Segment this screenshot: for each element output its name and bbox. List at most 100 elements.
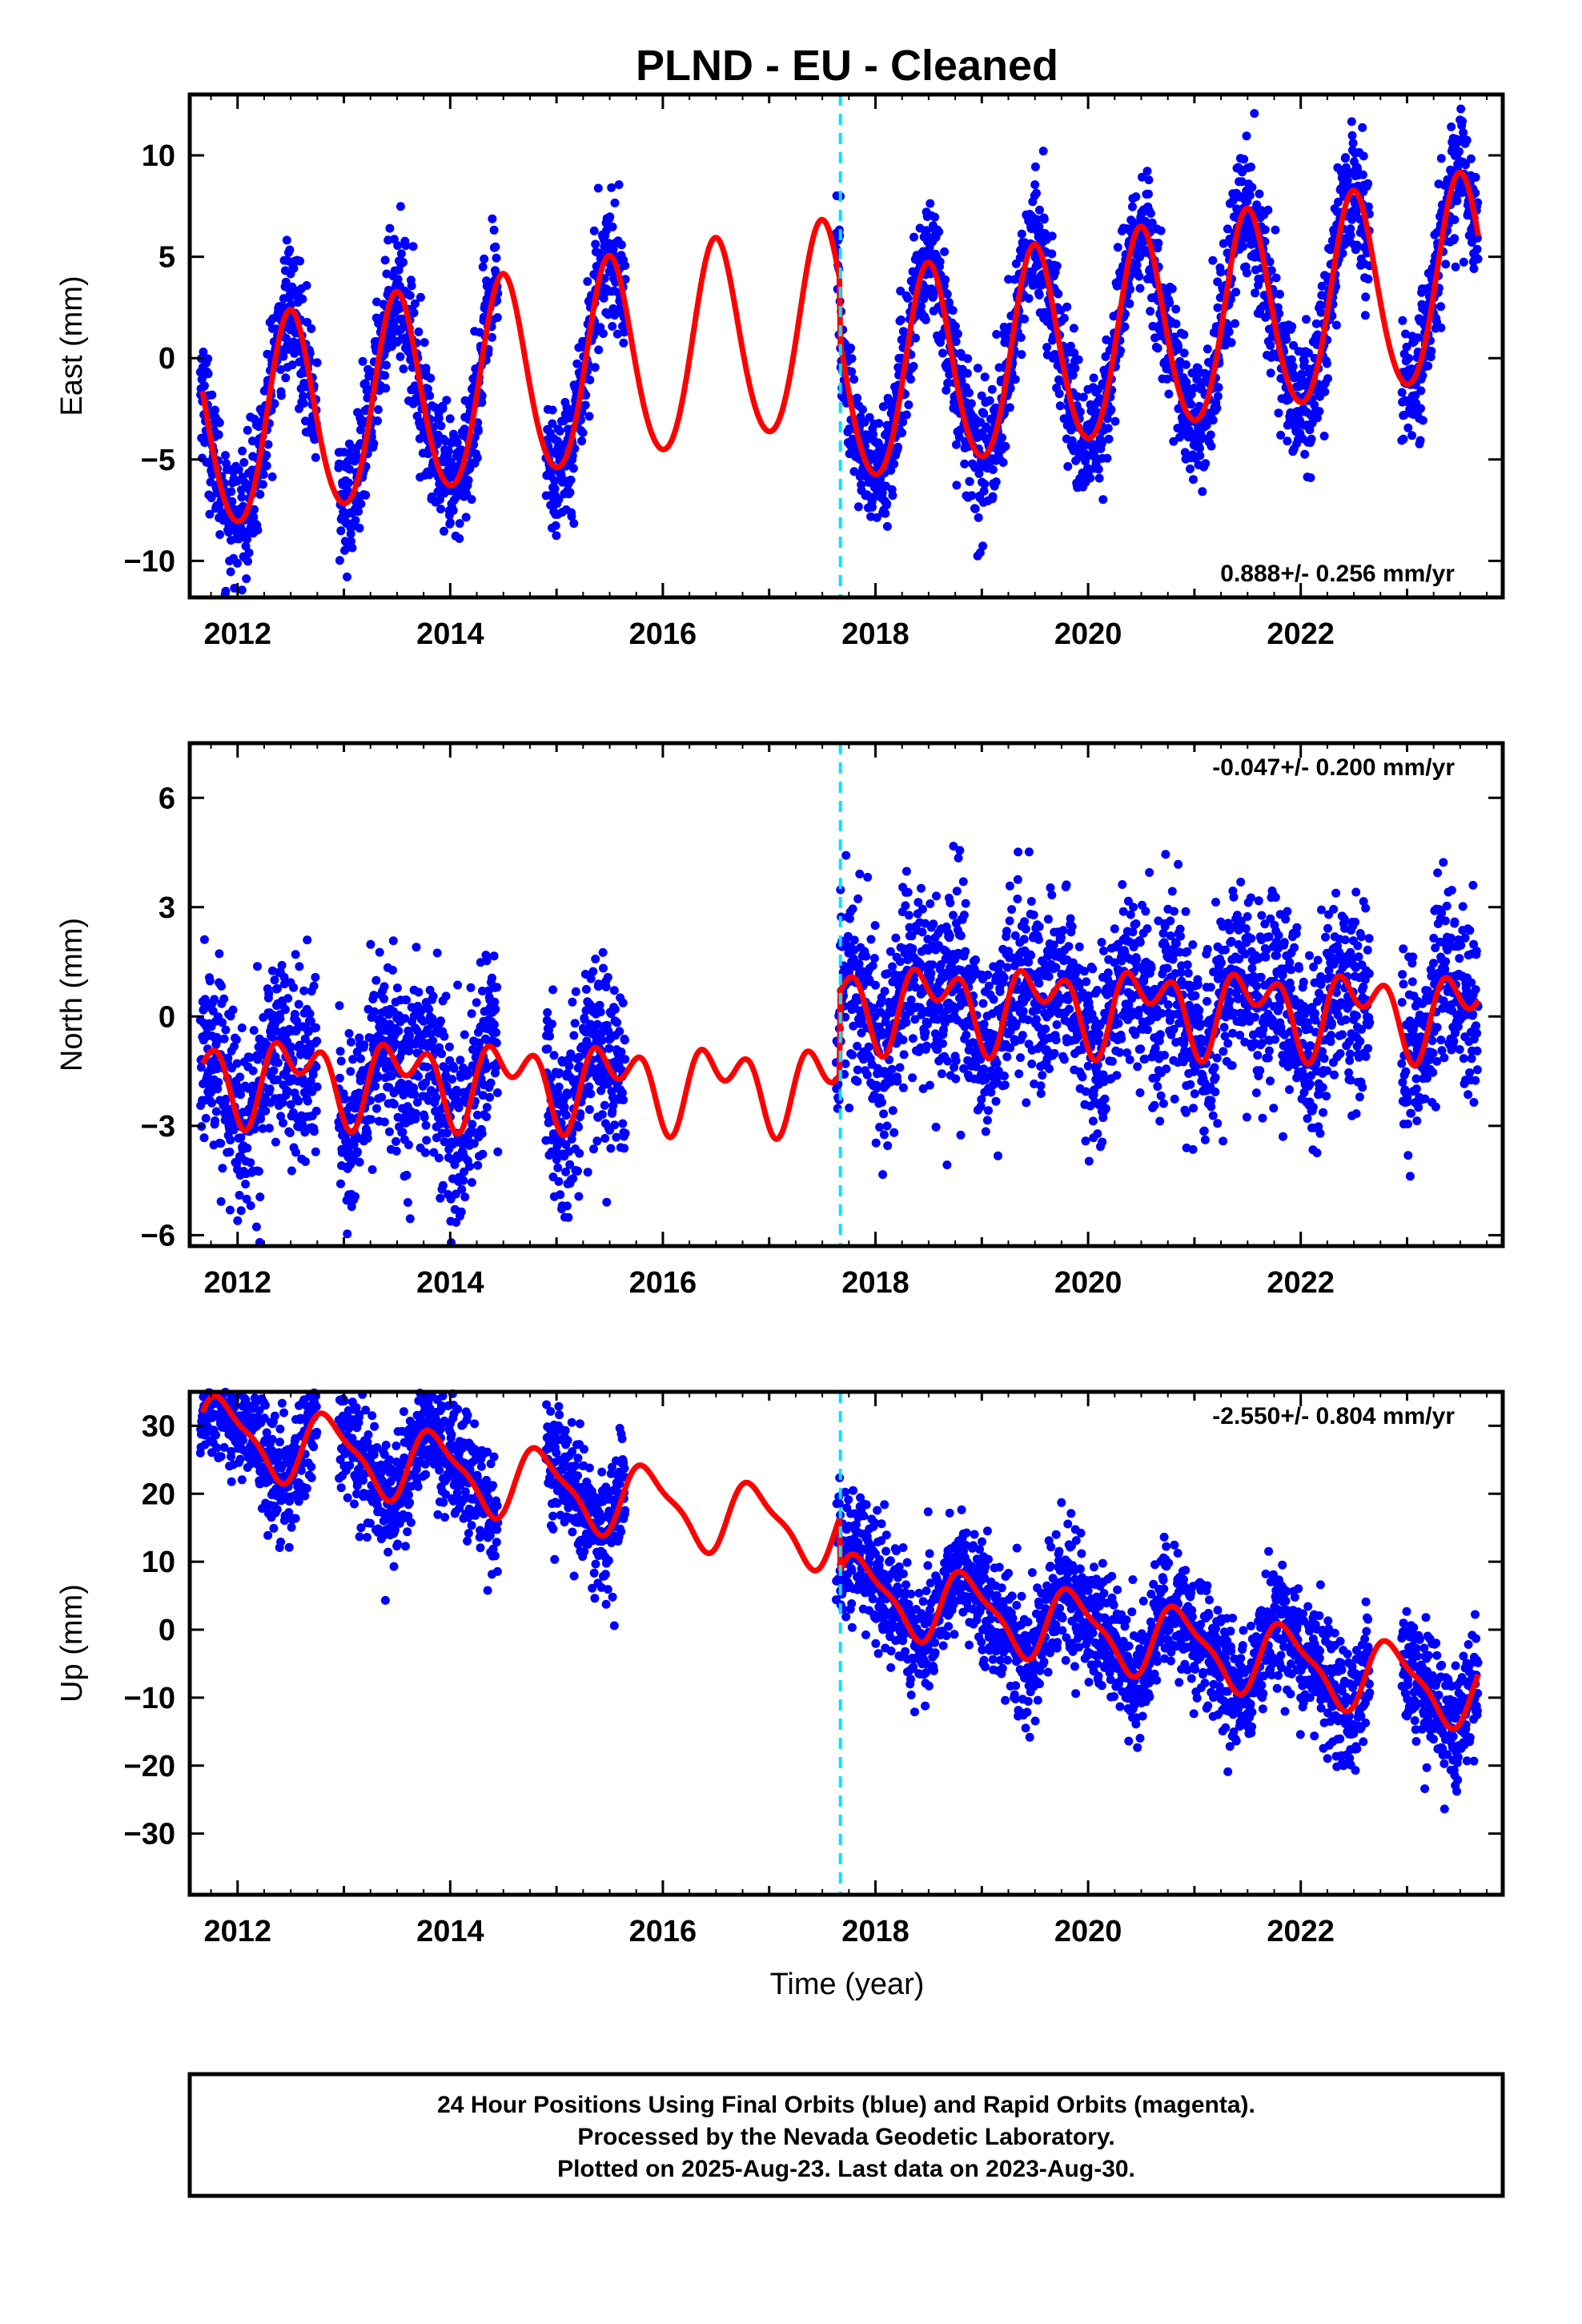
data-point <box>373 1071 383 1080</box>
data-point <box>1456 104 1466 114</box>
data-point <box>965 476 974 486</box>
data-point <box>480 254 489 263</box>
data-point <box>335 556 344 565</box>
data-point <box>1074 355 1083 364</box>
data-point <box>1436 302 1446 312</box>
data-point <box>952 480 962 490</box>
data-point <box>1216 267 1226 277</box>
data-point <box>970 504 980 513</box>
data-point <box>566 475 576 485</box>
data-point <box>482 1112 492 1121</box>
data-point <box>966 399 976 408</box>
data-point <box>455 519 464 529</box>
data-point <box>295 256 305 266</box>
data-point <box>562 1201 572 1211</box>
data-point <box>620 261 630 271</box>
data-point <box>207 390 217 400</box>
data-point <box>1154 239 1163 248</box>
data-point <box>1459 128 1468 138</box>
data-point <box>935 257 945 267</box>
data-point <box>407 281 416 291</box>
data-point <box>998 433 1007 443</box>
data-point <box>1164 389 1174 399</box>
data-point <box>855 869 865 879</box>
data-point <box>335 1047 345 1056</box>
data-point <box>616 240 626 250</box>
data-point <box>899 1050 909 1059</box>
data-point <box>618 1119 628 1128</box>
data-point <box>465 1162 474 1171</box>
data-point <box>1416 386 1426 396</box>
data-point <box>1094 473 1104 483</box>
data-point <box>1078 392 1088 402</box>
data-point <box>221 586 231 596</box>
data-point <box>569 1031 579 1040</box>
data-point <box>973 364 982 373</box>
data-point <box>469 440 479 449</box>
data-point <box>1034 290 1044 300</box>
data-point <box>580 400 590 410</box>
data-point <box>1142 167 1152 176</box>
data-point <box>1120 322 1130 332</box>
data-point <box>1070 364 1080 373</box>
data-point <box>1346 231 1355 240</box>
data-point <box>903 293 913 303</box>
data-point <box>422 1136 432 1145</box>
data-point <box>1052 261 1062 271</box>
data-point <box>869 954 879 963</box>
data-point <box>862 1070 872 1080</box>
data-point <box>901 866 911 876</box>
data-point <box>402 1170 412 1180</box>
data-point <box>438 1180 448 1190</box>
data-point <box>237 485 246 495</box>
data-point <box>340 1094 350 1104</box>
data-point <box>396 202 405 211</box>
data-point <box>609 986 619 995</box>
data-point <box>1263 205 1273 215</box>
data-point <box>554 1176 564 1186</box>
data-point <box>985 396 994 405</box>
data-point <box>399 364 408 374</box>
data-point <box>1450 215 1460 224</box>
data-point <box>440 1031 449 1041</box>
data-point <box>880 987 889 996</box>
data-point <box>225 1205 235 1215</box>
data-point <box>369 439 379 448</box>
data-point <box>591 955 600 963</box>
data-point <box>863 872 873 882</box>
data-point <box>432 1093 441 1103</box>
data-point <box>573 1166 582 1176</box>
data-point <box>425 391 435 400</box>
data-point <box>565 488 575 497</box>
data-point <box>1363 179 1373 188</box>
data-point <box>944 298 954 308</box>
data-point <box>372 297 381 307</box>
data-point <box>1054 389 1064 399</box>
data-point <box>1459 257 1468 267</box>
data-point <box>882 1121 892 1131</box>
data-point <box>1358 123 1367 132</box>
data-point <box>237 1023 247 1032</box>
data-point <box>456 1207 466 1216</box>
data-point <box>363 1133 372 1143</box>
data-point <box>466 983 476 992</box>
data-point <box>1299 356 1309 366</box>
data-point <box>1203 344 1212 354</box>
data-point <box>488 973 496 983</box>
data-point <box>581 984 591 994</box>
data-point <box>1020 314 1030 324</box>
data-point <box>1451 262 1460 271</box>
data-point <box>441 991 451 1001</box>
data-point <box>199 381 209 391</box>
data-point <box>1283 436 1292 446</box>
data-point <box>1347 117 1356 127</box>
data-point <box>359 1040 369 1050</box>
data-point <box>201 1113 211 1123</box>
data-point <box>1472 244 1482 254</box>
data-point <box>285 1128 295 1137</box>
data-point <box>303 1096 312 1106</box>
data-point <box>351 1192 360 1201</box>
data-point <box>909 361 918 371</box>
data-point <box>1089 373 1098 383</box>
data-point <box>243 425 252 435</box>
